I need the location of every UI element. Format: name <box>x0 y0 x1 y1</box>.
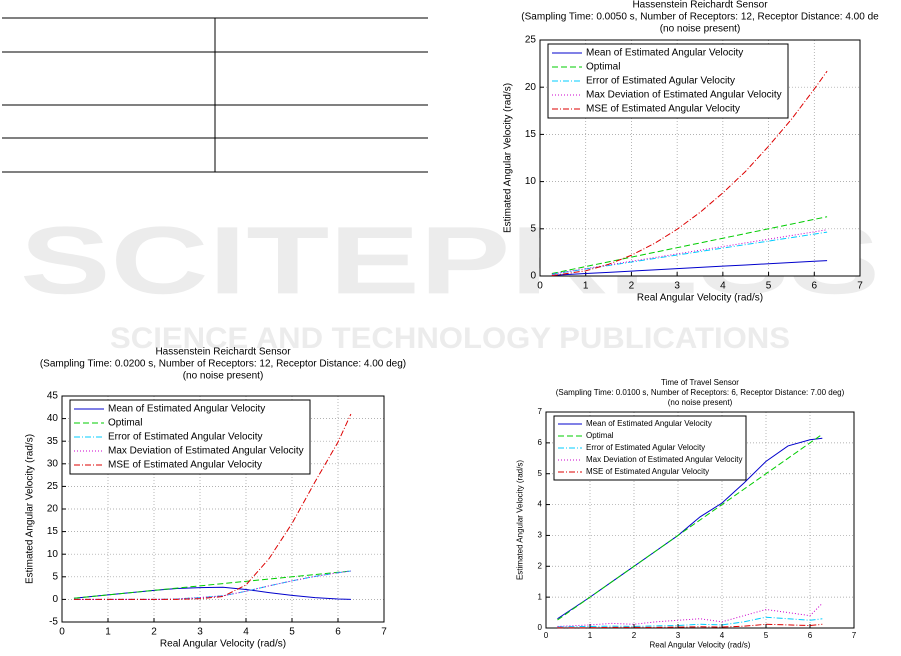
chart-subtitle: (Sampling Time: 0.0050 s, Number of Rece… <box>521 12 879 23</box>
x-tick-label: 0 <box>59 627 65 638</box>
y-tick-label: 0 <box>52 594 58 605</box>
y-tick-label: 0 <box>538 623 543 632</box>
y-tick-label: 45 <box>47 391 59 402</box>
chart-note: (no noise present) <box>660 24 741 35</box>
series-line <box>73 413 352 600</box>
x-tick-label: 0 <box>537 281 543 292</box>
legend-label: Optimal <box>586 62 620 73</box>
x-tick-label: 2 <box>632 631 637 640</box>
x-tick-label: 5 <box>764 631 769 640</box>
legend-label: Mean of Estimated Angular Velocity <box>108 404 265 415</box>
legend-label: Mean of Estimated Angular Velocity <box>586 419 712 428</box>
legend-label: MSE of Estimated Angular Velocity <box>586 104 740 115</box>
legend-label: Max Deviation of Estimated Angular Veloc… <box>586 455 743 464</box>
y-tick-label: 25 <box>525 35 537 46</box>
series-line <box>557 433 823 621</box>
y-axis-label: Estimated Angular Velocity (rad/s) <box>516 460 525 580</box>
x-tick-label: 0 <box>544 631 549 640</box>
legend-box <box>547 43 789 119</box>
legend-label: Error of Estimated Angular Velocity <box>108 432 263 443</box>
y-tick-label: 30 <box>47 458 59 469</box>
y-tick-label: 20 <box>47 504 59 515</box>
y-tick-label: 25 <box>47 481 59 492</box>
chart-title: Time of Travel Sensor <box>661 378 739 387</box>
y-tick-label: 10 <box>525 176 537 187</box>
series-line <box>551 231 828 275</box>
y-tick-label: 1 <box>538 592 543 601</box>
x-tick-label: 7 <box>852 631 857 640</box>
legend-label: MSE of Estimated Angular Velocity <box>586 467 709 476</box>
x-tick-label: 3 <box>676 631 681 640</box>
series-line <box>73 570 351 599</box>
x-tick-label: 5 <box>766 281 772 292</box>
chart-subtitle: (Sampling Time: 0.0100 s, Number of Rece… <box>556 388 845 397</box>
x-tick-label: 2 <box>151 627 157 638</box>
chart-subtitle: (Sampling Time: 0.0200 s, Number of Rece… <box>40 359 406 370</box>
x-tick-label: 7 <box>857 281 863 292</box>
y-tick-label: 5 <box>52 571 58 582</box>
y-axis-label: Estimated Angular Velocity (rad/s) <box>25 434 36 584</box>
y-tick-label: 6 <box>538 438 543 447</box>
x-tick-label: 1 <box>105 627 111 638</box>
legend-label: MSE of Estimated Angular Velocity <box>108 460 262 471</box>
y-tick-label: 5 <box>538 469 543 478</box>
y-tick-label: 35 <box>47 436 59 447</box>
series-line <box>557 602 823 627</box>
y-tick-label: 15 <box>525 129 537 140</box>
legend-box <box>553 415 747 481</box>
legend-label: Optimal <box>586 431 614 440</box>
y-tick-label: -5 <box>49 617 58 628</box>
y-tick-label: 15 <box>47 526 59 537</box>
x-tick-label: 5 <box>289 627 295 638</box>
series-line <box>551 229 828 275</box>
x-tick-label: 7 <box>381 627 387 638</box>
x-axis-label: Real Angular Velocity (rad/s) <box>160 639 286 650</box>
y-tick-label: 5 <box>530 223 536 234</box>
y-tick-label: 10 <box>47 549 59 560</box>
chart-title: Hassenstein Reichardt Sensor <box>155 347 291 358</box>
legend-label: Error of Estimated Agular Velocity <box>586 76 735 87</box>
series-line <box>557 616 823 628</box>
x-tick-label: 3 <box>674 281 680 292</box>
legend-label: Max Deviation of Estimated Angular Veloc… <box>586 90 782 101</box>
x-tick-label: 4 <box>720 281 726 292</box>
legend-label: Max Deviation of Estimated Angular Veloc… <box>108 446 304 457</box>
y-tick-label: 3 <box>538 531 543 540</box>
x-tick-label: 6 <box>808 631 813 640</box>
x-tick-label: 1 <box>588 631 593 640</box>
y-tick-label: 0 <box>530 271 536 282</box>
plot-frame <box>61 395 385 623</box>
plot-frame <box>545 411 855 629</box>
x-tick-label: 4 <box>243 627 249 638</box>
x-tick-label: 1 <box>583 281 589 292</box>
series-line <box>551 216 828 275</box>
watermark-subtitle: SCIENCE AND TECHNOLOGY PUBLICATIONS <box>110 322 790 355</box>
chart-title: Hassenstein Reichardt Sensor <box>632 0 768 11</box>
series-line <box>551 260 828 276</box>
y-tick-label: 4 <box>538 500 543 509</box>
x-tick-label: 3 <box>197 627 203 638</box>
x-tick-label: 6 <box>335 627 341 638</box>
x-tick-label: 4 <box>720 631 725 640</box>
plot-frame <box>539 39 861 277</box>
x-tick-label: 6 <box>812 281 818 292</box>
chart-note: (no noise present) <box>183 371 264 382</box>
y-tick-label: 40 <box>47 413 59 424</box>
empty-table <box>2 17 428 173</box>
legend-box <box>69 399 311 475</box>
chart-note: (no noise present) <box>668 398 733 407</box>
x-axis-label: Real Angular Velocity (rad/s) <box>637 293 763 304</box>
legend-label: Mean of Estimated Angular Velocity <box>586 48 743 59</box>
x-axis-label: Real Angular Velocity (rad/s) <box>650 641 751 650</box>
series-line <box>551 70 828 277</box>
x-tick-label: 2 <box>629 281 635 292</box>
y-tick-label: 2 <box>538 561 543 570</box>
legend-label: Optimal <box>108 418 142 429</box>
legend-label: Error of Estimated Agular Velocity <box>586 443 705 452</box>
y-tick-label: 20 <box>525 82 537 93</box>
y-axis-label: Estimated Angular Velocity (rad/s) <box>503 83 514 233</box>
y-tick-label: 7 <box>538 407 543 416</box>
